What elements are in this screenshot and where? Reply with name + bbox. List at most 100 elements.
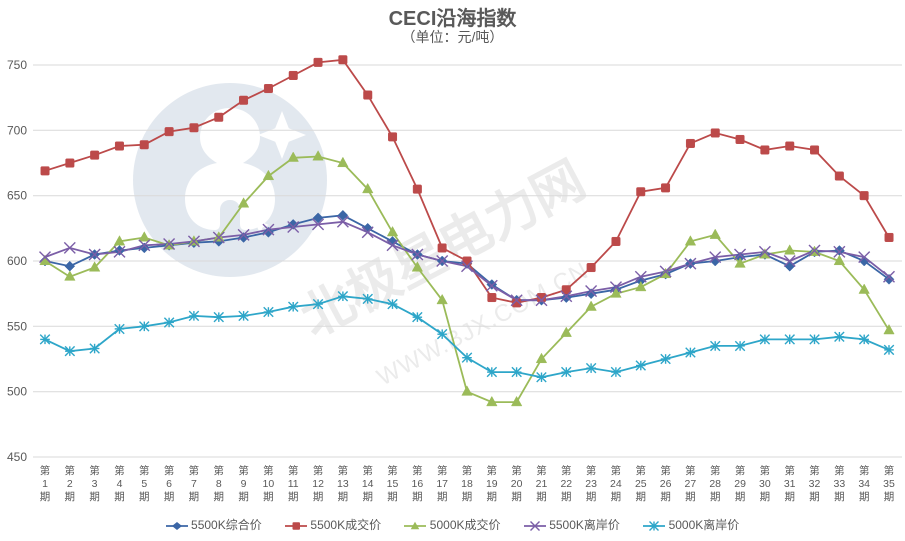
svg-text:21: 21 — [536, 478, 548, 490]
svg-text:24: 24 — [610, 478, 622, 490]
svg-text:10: 10 — [263, 478, 275, 490]
svg-text:27: 27 — [685, 478, 697, 490]
svg-text:期: 期 — [462, 491, 473, 503]
svg-text:第: 第 — [313, 464, 324, 477]
svg-text:期: 期 — [412, 491, 423, 503]
svg-text:25: 25 — [635, 478, 647, 490]
svg-text:28: 28 — [709, 478, 721, 490]
svg-text:期: 期 — [511, 491, 522, 503]
svg-text:31: 31 — [784, 478, 796, 490]
svg-text:第: 第 — [636, 464, 647, 477]
svg-text:22: 22 — [560, 478, 572, 490]
svg-text:20: 20 — [511, 478, 523, 490]
svg-text:5: 5 — [141, 478, 147, 490]
svg-text:期: 期 — [834, 491, 845, 503]
svg-text:期: 期 — [437, 491, 448, 503]
svg-text:期: 期 — [586, 491, 597, 503]
svg-text:19: 19 — [486, 478, 498, 490]
svg-text:期: 期 — [710, 491, 721, 503]
svg-text:26: 26 — [660, 478, 672, 490]
svg-text:23: 23 — [585, 478, 597, 490]
svg-text:第: 第 — [809, 464, 820, 477]
svg-text:第: 第 — [611, 464, 622, 477]
svg-text:35: 35 — [883, 478, 895, 490]
svg-text:第: 第 — [89, 464, 100, 477]
svg-text:3: 3 — [92, 478, 98, 490]
svg-text:期: 期 — [214, 491, 225, 503]
svg-text:17: 17 — [436, 478, 448, 490]
svg-text:期: 期 — [40, 491, 51, 503]
svg-text:期: 期 — [685, 491, 696, 503]
svg-text:32: 32 — [809, 478, 821, 490]
svg-text:期: 期 — [387, 491, 398, 503]
svg-text:29: 29 — [734, 478, 746, 490]
svg-text:18: 18 — [461, 478, 473, 490]
svg-text:14: 14 — [362, 478, 374, 490]
svg-text:期: 期 — [164, 491, 175, 503]
svg-text:第: 第 — [40, 464, 51, 477]
svg-text:第: 第 — [462, 464, 473, 477]
svg-text:500: 500 — [7, 385, 27, 399]
svg-text:700: 700 — [7, 123, 27, 137]
svg-text:450: 450 — [7, 450, 27, 464]
svg-text:30: 30 — [759, 478, 771, 490]
svg-text:13: 13 — [337, 478, 349, 490]
svg-text:第: 第 — [884, 464, 895, 477]
svg-text:期: 期 — [238, 491, 249, 503]
svg-text:第: 第 — [139, 464, 150, 477]
svg-text:第: 第 — [561, 464, 572, 477]
svg-text:2: 2 — [67, 478, 73, 490]
svg-text:550: 550 — [7, 319, 27, 333]
svg-text:第: 第 — [288, 464, 299, 477]
svg-text:第: 第 — [65, 464, 76, 477]
svg-text:第: 第 — [362, 464, 373, 477]
svg-text:34: 34 — [858, 478, 870, 490]
svg-text:期: 期 — [89, 491, 100, 503]
svg-text:第: 第 — [238, 464, 249, 477]
svg-text:第: 第 — [735, 464, 746, 477]
svg-text:6: 6 — [166, 478, 172, 490]
svg-text:9: 9 — [241, 478, 247, 490]
svg-text:期: 期 — [735, 491, 746, 503]
svg-text:第: 第 — [834, 464, 845, 477]
svg-text:期: 期 — [114, 491, 125, 503]
svg-text:期: 期 — [760, 491, 771, 503]
svg-text:第: 第 — [511, 464, 522, 477]
svg-text:8: 8 — [216, 478, 222, 490]
svg-text:4: 4 — [117, 478, 123, 490]
svg-text:第: 第 — [536, 464, 547, 477]
svg-text:15: 15 — [387, 478, 399, 490]
svg-text:第: 第 — [412, 464, 423, 477]
svg-text:期: 期 — [859, 491, 870, 503]
svg-text:期: 期 — [784, 491, 795, 503]
svg-text:期: 期 — [288, 491, 299, 503]
svg-text:第: 第 — [710, 464, 721, 477]
svg-text:750: 750 — [7, 58, 27, 72]
svg-text:第: 第 — [760, 464, 771, 477]
svg-text:第: 第 — [859, 464, 870, 477]
svg-text:第: 第 — [660, 464, 671, 477]
svg-text:第: 第 — [487, 464, 498, 477]
svg-text:第: 第 — [214, 464, 225, 477]
svg-text:期: 期 — [189, 491, 200, 503]
svg-text:期: 期 — [660, 491, 671, 503]
svg-text:期: 期 — [487, 491, 498, 503]
svg-text:12: 12 — [312, 478, 324, 490]
svg-text:第: 第 — [437, 464, 448, 477]
svg-text:16: 16 — [412, 478, 424, 490]
svg-text:7: 7 — [191, 478, 197, 490]
svg-text:第: 第 — [263, 464, 274, 477]
svg-text:33: 33 — [834, 478, 846, 490]
svg-text:期: 期 — [263, 491, 274, 503]
svg-text:11: 11 — [288, 478, 299, 490]
svg-text:期: 期 — [536, 491, 547, 503]
svg-text:期: 期 — [65, 491, 76, 503]
svg-text:第: 第 — [586, 464, 597, 477]
svg-text:期: 期 — [561, 491, 572, 503]
svg-text:650: 650 — [7, 189, 27, 203]
svg-text:第: 第 — [114, 464, 125, 477]
svg-text:期: 期 — [362, 491, 373, 503]
svg-text:第: 第 — [685, 464, 696, 477]
svg-text:期: 期 — [809, 491, 820, 503]
svg-text:期: 期 — [884, 491, 895, 503]
